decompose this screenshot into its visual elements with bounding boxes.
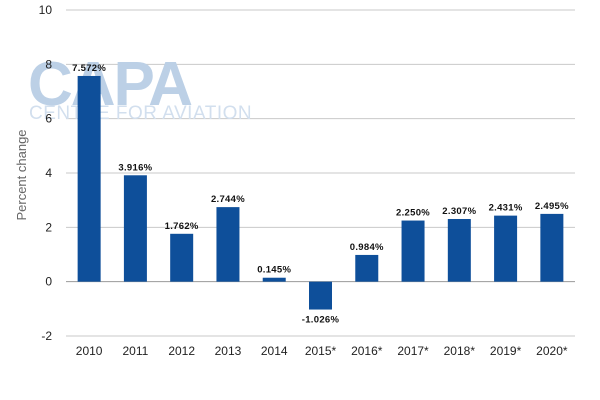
watermark-main-text: CAPA xyxy=(28,50,192,119)
data-label: 2.250% xyxy=(396,208,430,219)
data-label: 2.431% xyxy=(489,203,523,214)
x-tick-label: 2011 xyxy=(123,344,149,358)
bar xyxy=(447,218,471,282)
x-tick-label: 2010 xyxy=(76,344,103,358)
capa-watermark-logo: CAPA CENTRE FOR AVIATION xyxy=(28,50,252,124)
data-label: 0.145% xyxy=(257,265,291,276)
data-label: 2.744% xyxy=(211,194,245,205)
bar xyxy=(216,207,240,282)
data-label: 3.916% xyxy=(118,162,152,173)
bar xyxy=(494,215,518,282)
y-axis-ticks: -2 0 2 4 6 8 10 xyxy=(39,3,53,343)
y-tick-label: -2 xyxy=(41,329,52,343)
x-tick-label: 2014 xyxy=(261,344,288,358)
x-tick-label: 2018* xyxy=(444,344,476,358)
bar xyxy=(262,277,286,282)
y-tick-label: 0 xyxy=(45,275,52,289)
bar xyxy=(77,75,101,282)
bar xyxy=(540,213,564,282)
y-tick-label: 10 xyxy=(39,3,53,17)
x-tick-label: 2017* xyxy=(397,344,429,358)
data-label: 2.307% xyxy=(442,206,476,217)
data-label: 2.495% xyxy=(535,201,569,212)
y-tick-label: 2 xyxy=(45,220,52,234)
data-label: 0.984% xyxy=(350,242,384,253)
bar xyxy=(123,175,147,282)
y-tick-label: 4 xyxy=(45,166,52,180)
x-tick-label: 2013 xyxy=(215,344,242,358)
bar xyxy=(401,220,425,282)
y-axis-label: Percent change xyxy=(14,129,29,220)
x-tick-label: 2012 xyxy=(168,344,195,358)
bars xyxy=(77,75,564,310)
watermark-sub-text: CENTRE FOR AVIATION xyxy=(29,103,252,124)
data-label: 7.572% xyxy=(72,63,106,74)
x-axis-ticks: 2010 2011 2012 2013 2014 2015* 2016* 2017* 2018*… xyxy=(76,344,568,358)
bar xyxy=(170,233,194,282)
data-labels: 7.572% 3.916% 1.762% 2.744% 0.145% -1.026% 0.9… xyxy=(72,63,569,326)
y-tick-label: 6 xyxy=(45,112,52,126)
bar xyxy=(355,254,379,282)
x-tick-label: 2019* xyxy=(490,344,522,358)
data-label: 1.762% xyxy=(165,221,199,232)
x-tick-label: 2020* xyxy=(536,344,568,358)
data-label: -1.026% xyxy=(302,315,340,326)
bar xyxy=(309,281,332,310)
x-tick-label: 2015* xyxy=(305,344,337,358)
gridlines xyxy=(66,9,575,337)
x-tick-label: 2016* xyxy=(351,344,383,358)
y-tick-label: 8 xyxy=(45,57,52,71)
